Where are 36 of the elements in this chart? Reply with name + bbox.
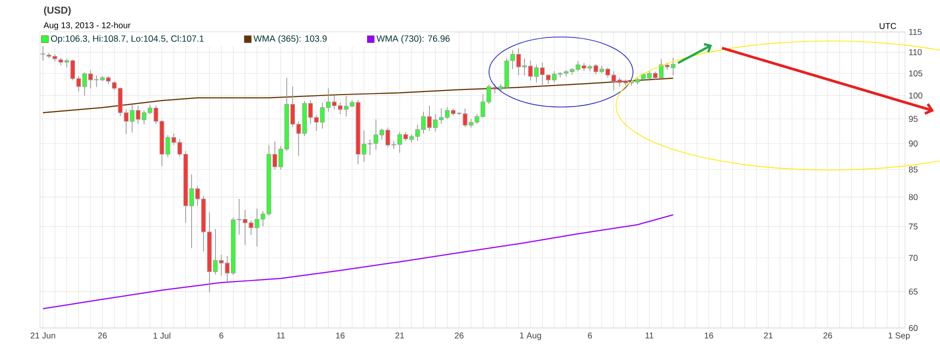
y-tick-label: 70: [908, 254, 918, 261]
x-tick-label: 11: [277, 332, 285, 338]
x-tick-label: 6: [588, 332, 592, 338]
y-tick-label: 65: [908, 288, 918, 295]
x-tick-label: 21: [764, 332, 773, 338]
x-tick-label: 21: [395, 332, 404, 338]
x-tick-label: 26: [454, 332, 464, 338]
x-tick-label: 11: [646, 332, 654, 338]
x-tick-label: 26: [98, 332, 107, 338]
text: UTC: [880, 23, 896, 29]
x-tick-label: 21 Jun: [30, 332, 56, 338]
y-tick-label: 85: [908, 166, 918, 173]
y-tick-label: 100: [909, 92, 922, 99]
x-tick-label: 26: [823, 332, 832, 338]
y-tick-label: 110: [909, 49, 922, 56]
legend-label: WMA (365): 103.9: [254, 35, 327, 44]
x-tick-label: 1 Sep: [888, 332, 910, 340]
x-tick-label: 1 Aug: [520, 332, 541, 340]
y-tick-label: 95: [908, 116, 918, 122]
legend-label: WMA (730): 76.96: [376, 35, 450, 44]
y-tick-label: 105: [909, 70, 922, 76]
candlestick: [40, 44, 46, 61]
y-tick-label: 60: [908, 324, 918, 331]
line-series: [42, 78, 674, 114]
chart-subtitle: Aug 13, 2013 - 12-hour: [44, 22, 130, 30]
x-tick-label: 6: [219, 332, 224, 338]
x-tick-label: 16: [336, 332, 345, 338]
x-tick-label: 16: [704, 332, 714, 338]
line-series: [42, 214, 674, 310]
y-tick-label: 80: [908, 194, 918, 200]
chart-title: (USD): [44, 6, 71, 16]
y-tick-label: 115: [909, 29, 922, 35]
x-tick-label: 1 Jul: [154, 332, 170, 339]
y-tick-label: 90: [908, 140, 918, 146]
legend-label: Op:106.3, Hi:108.7, Lo:104.5, Cl:107.1: [51, 35, 204, 44]
y-tick-label: 75: [908, 224, 918, 230]
